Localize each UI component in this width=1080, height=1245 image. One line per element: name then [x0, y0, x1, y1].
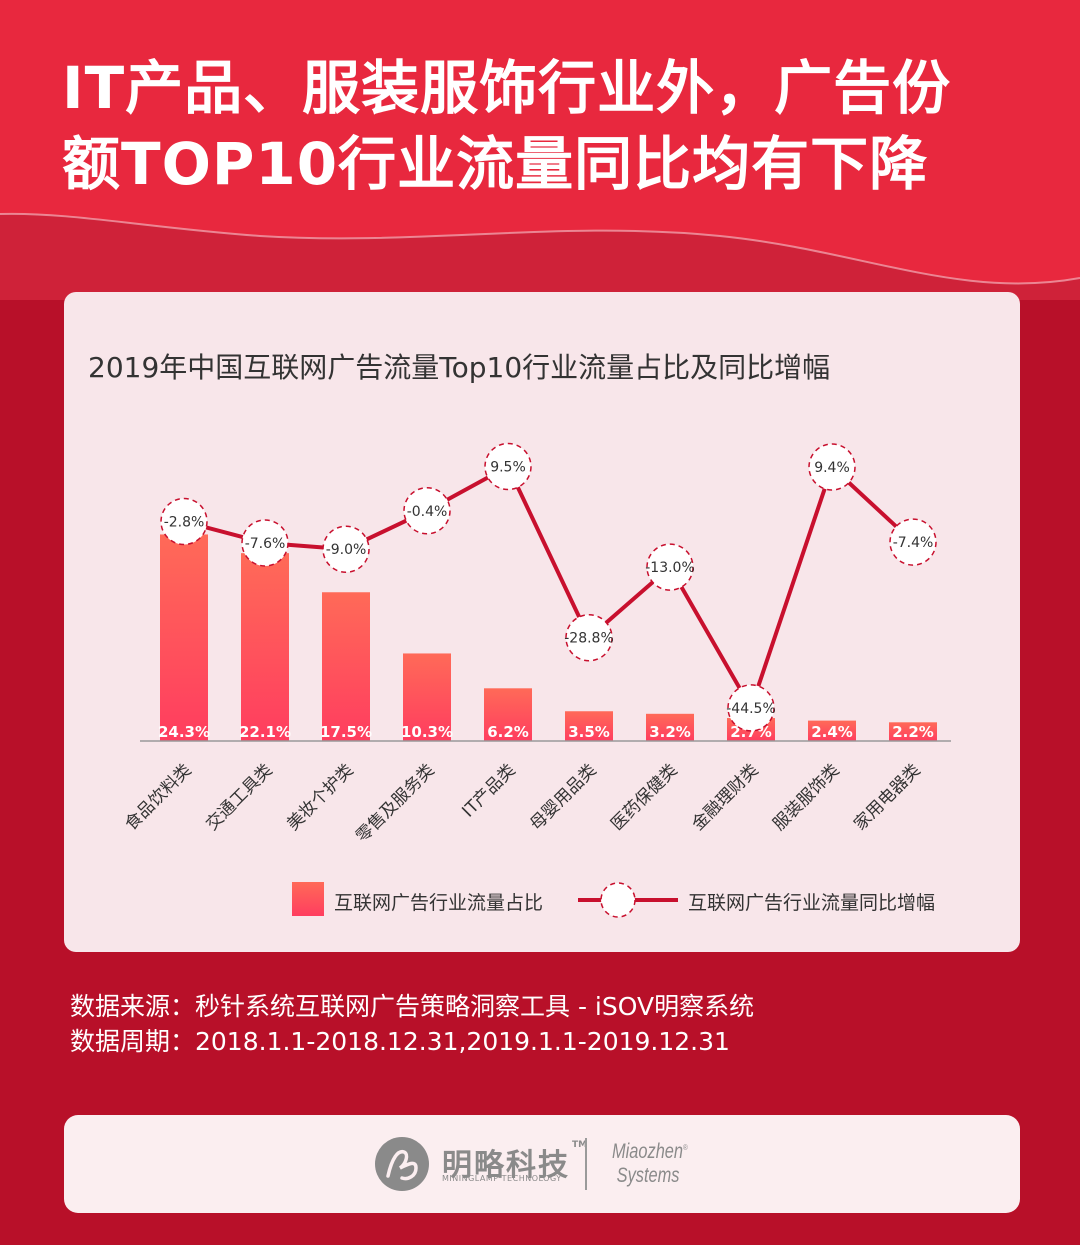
bar [484, 688, 532, 741]
header-wave-background [0, 0, 1080, 300]
combo-chart: 24.3% 22.1% 17.5% 10.3% 6.2% 3.5% 3.2% 2.7% 2.4%… [121, 442, 951, 847]
x-tick-label: 零售及服务类 [352, 760, 438, 846]
headline-line2: 额TOP10行业流量同比均有下降 [62, 130, 929, 198]
legend-line-label: 互联网广告行业流量同比增幅 [688, 892, 936, 914]
legend-bar-label: 互联网广告行业流量占比 [334, 892, 544, 914]
x-tick-label: IT产品类 [458, 760, 519, 821]
miaozhen-registered-mark: ® [683, 1143, 688, 1152]
line-value-label: -13.0% [645, 560, 695, 576]
miaozhen-logo-line1: Miaozhen [612, 1140, 684, 1163]
bar [808, 720, 856, 741]
bar-value-label: 6.2% [487, 723, 529, 741]
legend: 互联网广告行业流量占比 互联网广告行业流量同比增幅 [292, 880, 1012, 920]
line-value-label: -7.4% [893, 535, 934, 551]
x-tick-label: 服装服饰类 [769, 760, 843, 834]
line-point [484, 442, 532, 491]
line-point [889, 518, 937, 566]
chart-title: 2019年中国互联网广告流量Top10行业流量占比及同比增幅 [88, 351, 831, 384]
bar [889, 722, 937, 741]
bar-value-label: 3.5% [568, 723, 610, 741]
headline: IT产品、服装服饰行业外，广告份 额TOP10行业流量同比均有下降 [62, 50, 1042, 202]
line-value-label: -0.4% [407, 504, 448, 520]
bar-value-label: 10.3% [401, 723, 453, 741]
line-series: -2.8% -7.6% -9.0% -0.4% 9.5% -28.8% -13.0% -44.… [160, 442, 937, 732]
data-source: 数据来源：秒针系统互联网广告策略洞察工具 - iSOV明察系统 [70, 992, 755, 1021]
bar [646, 713, 694, 741]
x-tick-label: 家用电器类 [850, 760, 924, 834]
bar-value-label: 17.5% [320, 723, 372, 741]
line-value-label: -9.0% [326, 542, 367, 558]
headline-line1: IT产品、服装服饰行业外，广告份 [62, 54, 952, 122]
data-period: 数据周期：2018.1.1-2018.12.31,2019.1.1-2019.1… [70, 1027, 730, 1056]
line-point [322, 525, 370, 573]
x-tick-label: 医药保健类 [607, 760, 681, 834]
growth-line [183, 464, 915, 710]
x-tick-label: 美妆个护类 [283, 760, 357, 834]
x-tick-label: 母婴用品类 [526, 760, 600, 834]
brand-name-cn-text: 明略科技 [442, 1148, 570, 1183]
line-value-label: -28.8% [564, 631, 614, 647]
bar-value-label: 2.2% [892, 723, 934, 741]
line-value-label: -44.5% [726, 701, 776, 717]
bar [565, 711, 613, 741]
line-point [403, 487, 451, 535]
line-point [727, 684, 775, 732]
bar [241, 553, 289, 741]
miaozhen-logo: Miaozhen® Systems [612, 1136, 688, 1188]
header-banner: IT产品、服装服饰行业外，广告份 额TOP10行业流量同比均有下降 [0, 0, 1080, 300]
bar-value-label: 24.3% [158, 723, 210, 741]
line-value-label: 9.4% [814, 460, 850, 476]
line-value-label: -7.6% [245, 536, 286, 552]
footer-card [64, 1115, 1020, 1213]
line-value-label: 9.5% [490, 460, 526, 476]
line-point [565, 613, 613, 662]
line-point [241, 519, 289, 567]
mininglamp-logo-icon [375, 1137, 429, 1191]
logo-divider [585, 1138, 587, 1190]
miaozhen-logo-line2: Systems [616, 1164, 680, 1187]
brand-name-en: MININGLAMP TECHNOLOGY [442, 1174, 562, 1183]
x-tick-label: 金融理财类 [688, 760, 762, 834]
line-point [646, 543, 694, 591]
bar-series: 24.3% 22.1% 17.5% 10.3% 6.2% 3.5% 3.2% 2.7% 2.4%… [158, 534, 937, 741]
bar-value-label: 22.1% [239, 723, 291, 741]
chart-card [64, 292, 1020, 952]
legend-line-swatch [578, 882, 678, 918]
line-point [160, 497, 208, 546]
line-point [808, 443, 856, 491]
line-value-label: -2.8% [164, 515, 205, 531]
bar [322, 592, 370, 741]
bar-value-label: 2.4% [811, 723, 853, 741]
x-tick-label: 食品饮料类 [121, 760, 195, 834]
bar [403, 653, 451, 741]
bar-value-label: 3.2% [649, 723, 691, 741]
brand-name-cn: 明略科技TM [442, 1140, 587, 1184]
legend-bar-swatch [292, 882, 324, 916]
x-tick-label: 交通工具类 [202, 760, 276, 834]
bar [160, 534, 208, 741]
brand-tm: TM [572, 1140, 588, 1150]
